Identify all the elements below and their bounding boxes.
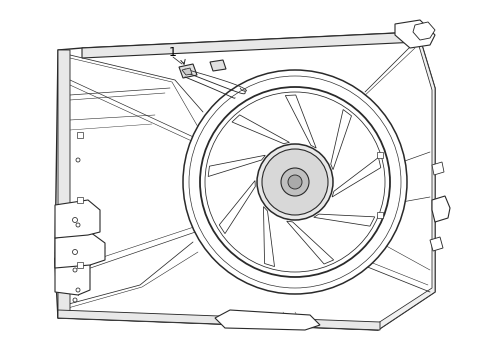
Polygon shape bbox=[413, 22, 435, 40]
Polygon shape bbox=[432, 196, 450, 222]
Circle shape bbox=[73, 268, 77, 272]
Circle shape bbox=[288, 175, 302, 189]
Polygon shape bbox=[375, 32, 435, 330]
Polygon shape bbox=[210, 60, 226, 71]
Circle shape bbox=[262, 149, 328, 215]
Polygon shape bbox=[395, 20, 435, 48]
Polygon shape bbox=[377, 212, 383, 218]
Polygon shape bbox=[314, 214, 375, 226]
Polygon shape bbox=[220, 181, 255, 234]
Circle shape bbox=[281, 168, 309, 196]
Polygon shape bbox=[179, 64, 197, 78]
Circle shape bbox=[200, 87, 390, 277]
Polygon shape bbox=[331, 109, 351, 170]
Polygon shape bbox=[77, 262, 83, 268]
Polygon shape bbox=[264, 207, 274, 266]
Polygon shape bbox=[287, 221, 334, 264]
Polygon shape bbox=[430, 237, 443, 251]
Circle shape bbox=[205, 92, 385, 272]
Circle shape bbox=[73, 249, 77, 255]
Polygon shape bbox=[377, 152, 383, 158]
Polygon shape bbox=[332, 157, 381, 197]
Polygon shape bbox=[77, 197, 83, 203]
Circle shape bbox=[76, 158, 80, 162]
Polygon shape bbox=[55, 32, 435, 330]
Polygon shape bbox=[58, 310, 380, 330]
Polygon shape bbox=[55, 255, 90, 295]
Circle shape bbox=[73, 298, 77, 302]
Circle shape bbox=[257, 144, 333, 220]
Polygon shape bbox=[55, 232, 105, 268]
Polygon shape bbox=[182, 68, 192, 75]
Polygon shape bbox=[232, 115, 290, 144]
Polygon shape bbox=[58, 314, 378, 330]
Polygon shape bbox=[285, 95, 316, 148]
Polygon shape bbox=[208, 155, 265, 176]
Polygon shape bbox=[58, 50, 70, 318]
Polygon shape bbox=[55, 200, 100, 238]
Text: 1: 1 bbox=[169, 45, 177, 59]
Polygon shape bbox=[82, 32, 418, 58]
Circle shape bbox=[183, 70, 407, 294]
Circle shape bbox=[189, 76, 401, 288]
Polygon shape bbox=[215, 310, 320, 330]
Polygon shape bbox=[432, 162, 444, 175]
Circle shape bbox=[73, 217, 77, 222]
Polygon shape bbox=[77, 132, 83, 138]
Circle shape bbox=[76, 223, 80, 227]
Circle shape bbox=[76, 288, 80, 292]
